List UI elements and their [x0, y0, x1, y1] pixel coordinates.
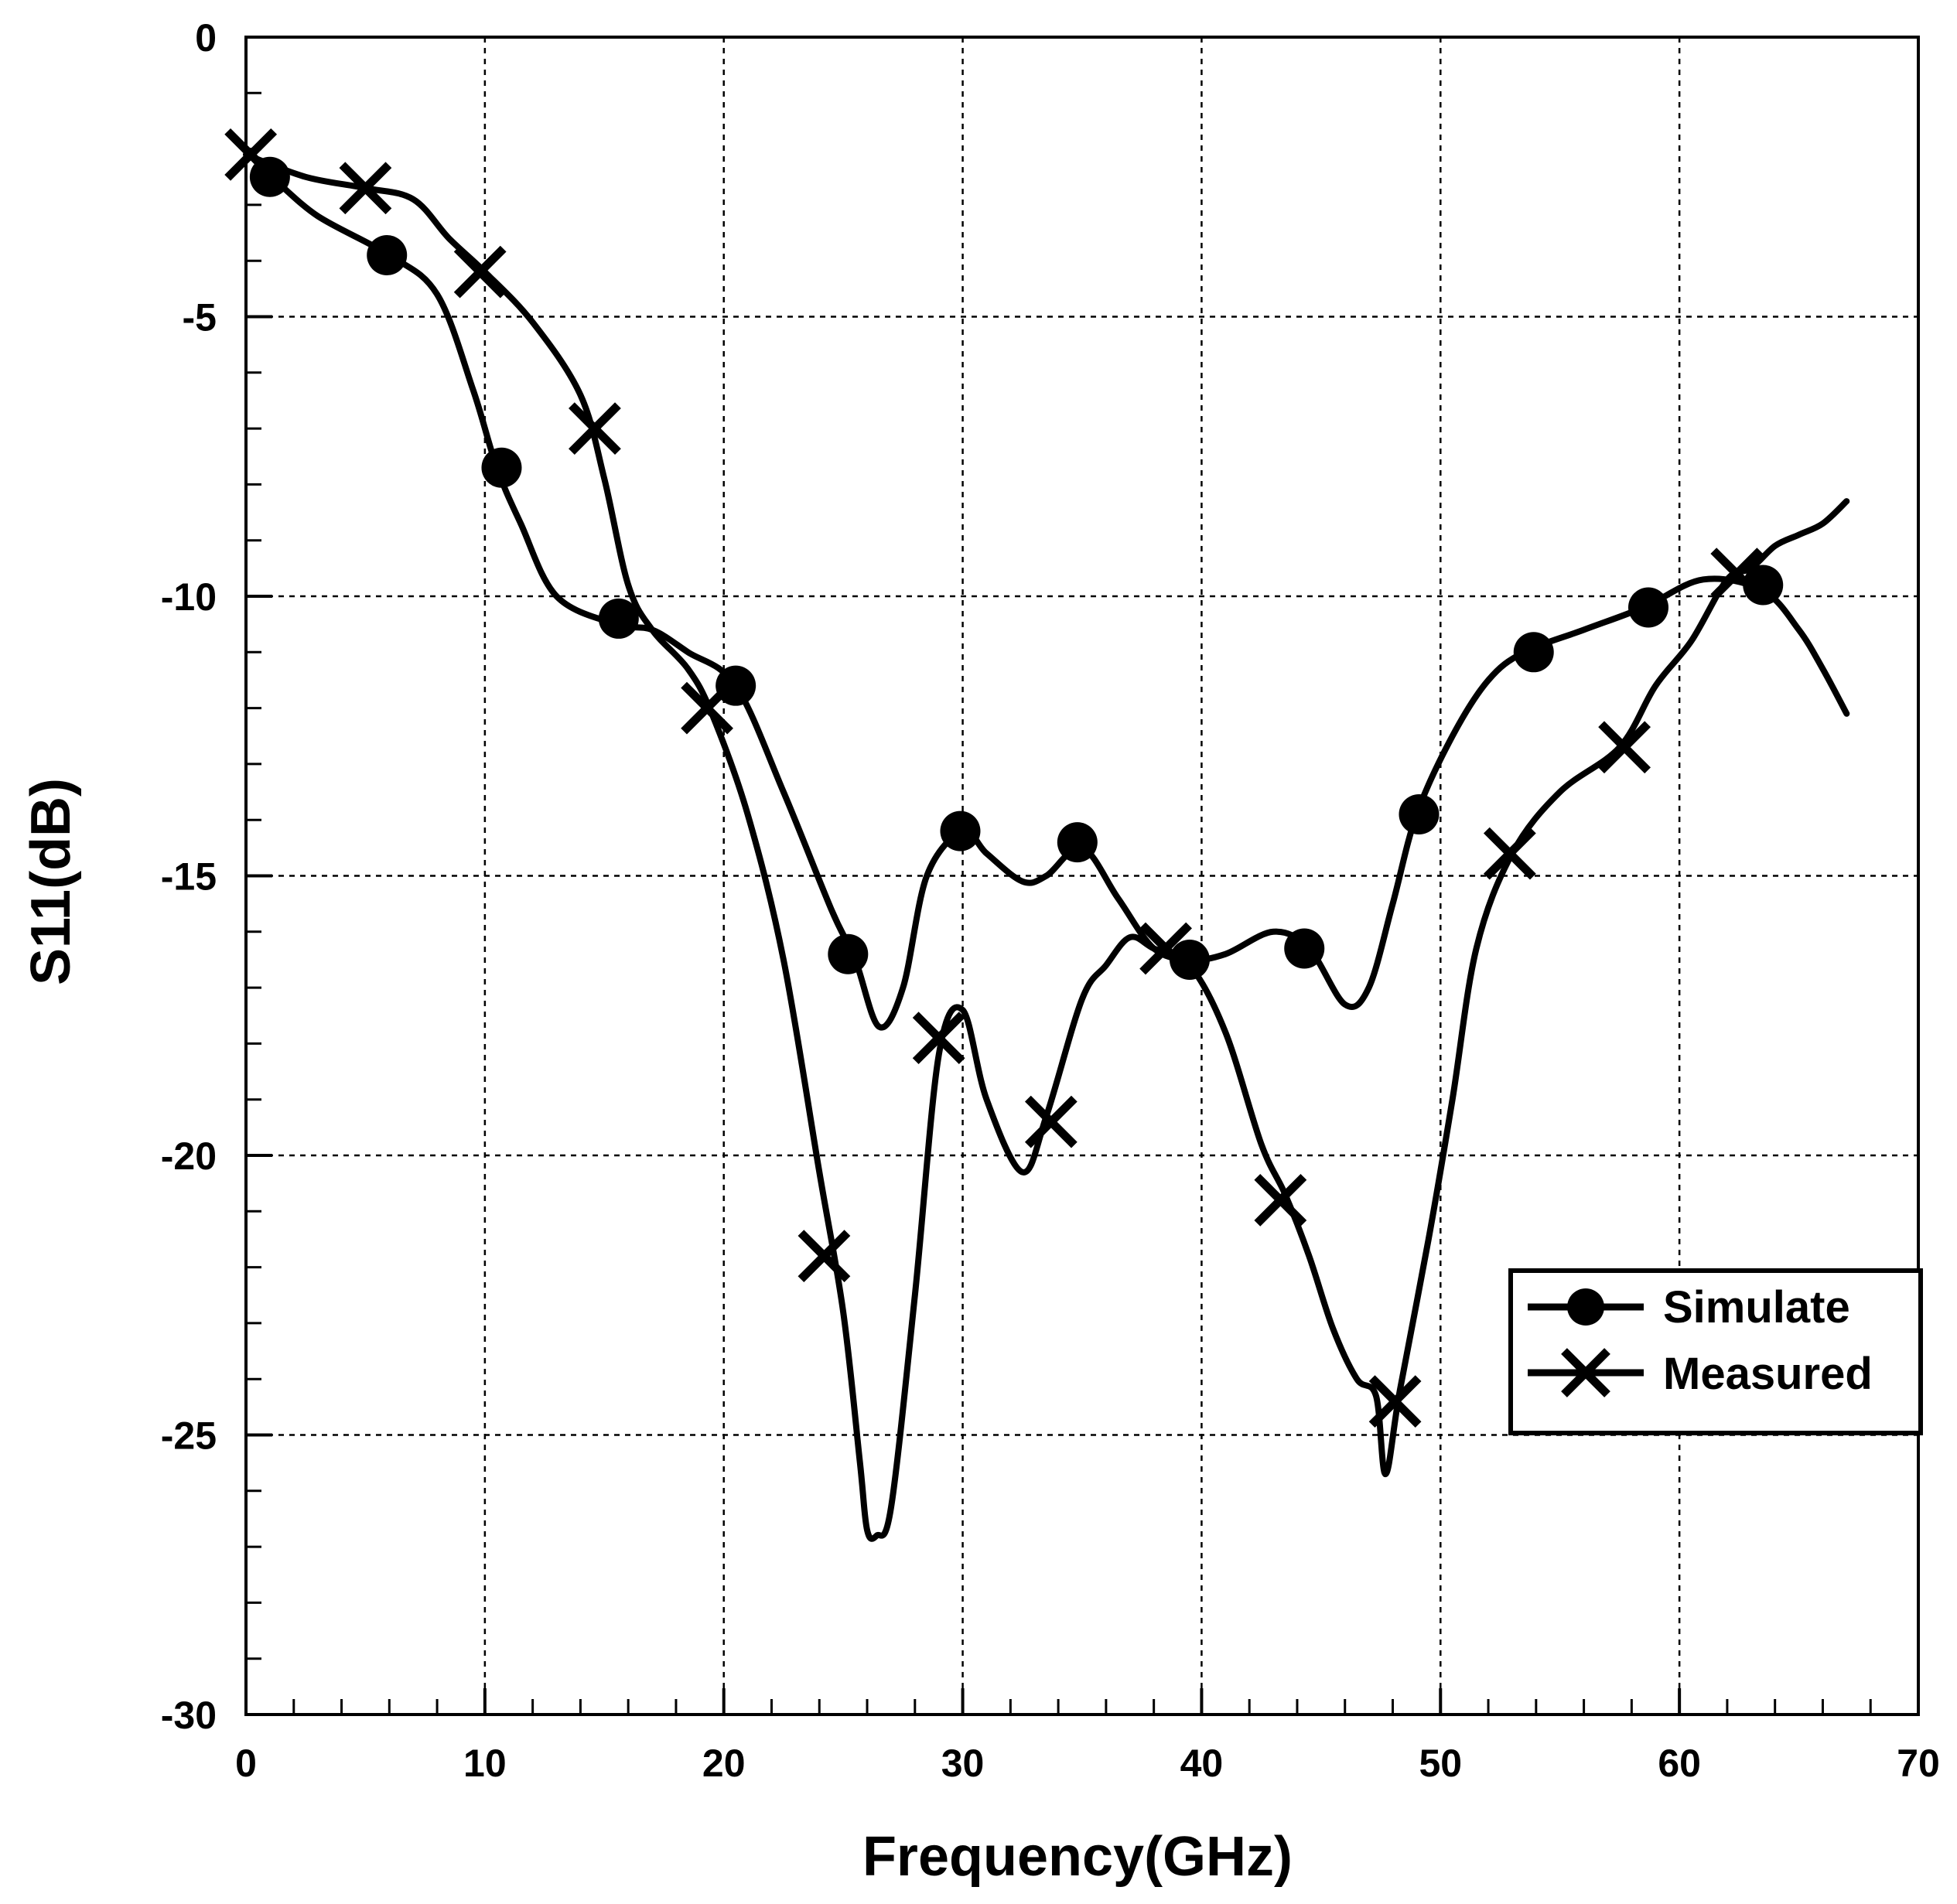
legend-item-measured: Measured: [1528, 1348, 1873, 1399]
data-point-simulate: [367, 234, 408, 275]
x-mark-stroke: [453, 245, 507, 299]
legend-marker-circle-icon: [1567, 1288, 1604, 1326]
data-point-simulate: [1399, 793, 1440, 834]
x-tick-label: 70: [1897, 1742, 1940, 1785]
x-mark-stroke: [797, 1230, 851, 1283]
data-point-simulate: [1284, 928, 1325, 969]
grid: [246, 37, 1918, 1715]
data-point-simulate: [1513, 632, 1554, 673]
data-point-simulate: [1627, 587, 1668, 628]
x-tick-label: 10: [463, 1742, 507, 1785]
data-point-simulate: [1169, 939, 1210, 980]
x-mark-stroke: [1710, 548, 1764, 600]
y-tick-label: -5: [183, 296, 217, 340]
x-mark-stroke: [1024, 1095, 1078, 1148]
x-mark-stroke: [912, 1012, 965, 1065]
data-point-measured: [681, 681, 733, 735]
y-tick-label: -10: [161, 575, 217, 619]
data-point-measured: [569, 402, 621, 455]
data-point-simulate: [716, 665, 757, 706]
y-tick-label: -30: [161, 1694, 217, 1737]
x-tick-label: 60: [1658, 1742, 1701, 1785]
x-mark-stroke: [224, 128, 278, 181]
data-point-measured: [1139, 922, 1192, 975]
x-mark-stroke: [1598, 721, 1651, 774]
data-point-measured: [224, 128, 278, 181]
y-tick-label: -20: [161, 1135, 217, 1178]
data-point-measured: [912, 1012, 965, 1065]
legend: Simulate Measured: [1508, 1268, 1923, 1435]
x-mark-stroke: [1139, 922, 1192, 975]
data-point-simulate: [598, 598, 639, 639]
axis-ticks: 0 10 20 30 40 50 60 70 0 -5 -10 -15 -20 -25 -30: [161, 16, 1940, 1785]
data-point-measured: [1483, 827, 1536, 880]
legend-label-measured: Measured: [1663, 1349, 1873, 1399]
y-tick-label: -25: [161, 1414, 217, 1458]
x-tick-label: 50: [1419, 1742, 1462, 1785]
x-mark-stroke: [1483, 827, 1536, 880]
data-point-measured: [1368, 1375, 1422, 1428]
data-point-measured: [1710, 548, 1764, 600]
legend-label-simulate: Simulate: [1663, 1282, 1850, 1332]
series-markers: [224, 128, 1784, 1428]
legend-marker-x-icon: [1561, 1348, 1610, 1397]
series-line-simulate: [254, 172, 1850, 1031]
x-mark-stroke: [569, 402, 621, 455]
data-point-simulate: [828, 933, 869, 974]
y-tick-label: -15: [161, 855, 217, 899]
x-tick-label: 40: [1180, 1742, 1224, 1785]
data-point-measured: [1024, 1095, 1078, 1148]
legend-item-simulate: Simulate: [1528, 1282, 1850, 1332]
x-mark-stroke: [681, 681, 733, 735]
data-point-measured: [339, 162, 392, 215]
y-axis-title: S11(dB): [20, 778, 82, 985]
x-mark-stroke: [1254, 1173, 1307, 1227]
x-axis-title: Frequency(GHz): [862, 1826, 1293, 1888]
data-point-simulate: [481, 447, 522, 488]
x-mark-stroke: [1368, 1375, 1422, 1428]
x-tick-label: 30: [941, 1742, 985, 1785]
data-point-simulate: [1057, 822, 1098, 863]
x-tick-label: 0: [235, 1742, 257, 1785]
data-point-measured: [1598, 721, 1651, 774]
data-point-measured: [1254, 1173, 1307, 1227]
data-point-simulate: [940, 810, 981, 851]
x-mark-stroke: [339, 162, 392, 215]
y-tick-label: 0: [195, 16, 217, 60]
data-point-measured: [797, 1230, 851, 1283]
data-point-measured: [453, 245, 507, 299]
x-tick-label: 20: [702, 1742, 746, 1785]
